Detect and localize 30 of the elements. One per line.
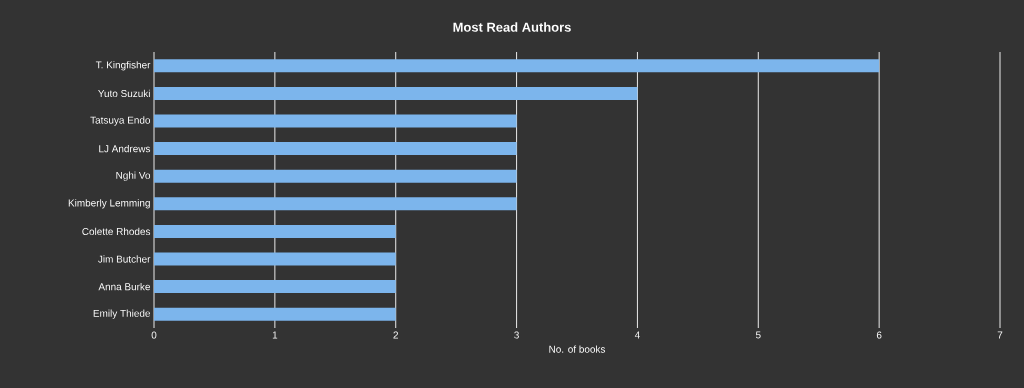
y-tick-label: Jim Butcher xyxy=(98,255,151,263)
y-tick-label: T. Kingfisher xyxy=(95,61,151,71)
bar xyxy=(154,252,396,266)
y-tick-label: Yuto Suzuki xyxy=(98,89,150,98)
x-tick-label: 6 xyxy=(876,331,882,339)
y-tick-label: Kimberly Lemming xyxy=(68,199,150,209)
bar xyxy=(154,114,517,128)
y-tick-label: Nghi Vo xyxy=(116,171,151,181)
bar xyxy=(154,224,396,238)
bar xyxy=(154,142,517,156)
x-axis-title: No. of books xyxy=(549,345,606,353)
y-tick-label: Anna Burke xyxy=(98,282,151,291)
x-tick-label: 3 xyxy=(514,331,519,339)
x-tick-label: 1 xyxy=(272,331,278,339)
x-tick-label: 7 xyxy=(997,331,1003,339)
y-tick-label: Tatsuya Endo xyxy=(90,116,151,126)
x-tick-label: 5 xyxy=(755,331,761,339)
bar xyxy=(154,307,396,321)
y-tick-label: LJ Andrews xyxy=(99,144,151,153)
y-tick-label: Emily Thiede xyxy=(93,309,151,319)
x-tick-label: 2 xyxy=(393,331,398,339)
bar xyxy=(154,59,880,73)
y-tick-label: Colette Rhodes xyxy=(82,227,151,236)
bar xyxy=(154,169,517,183)
bar xyxy=(154,280,396,294)
x-tick-label: 0 xyxy=(151,331,157,339)
x-tick-label: 4 xyxy=(634,331,640,339)
chart-title: Most Read Authors xyxy=(453,22,571,32)
bar xyxy=(154,197,517,211)
bar xyxy=(154,86,638,100)
